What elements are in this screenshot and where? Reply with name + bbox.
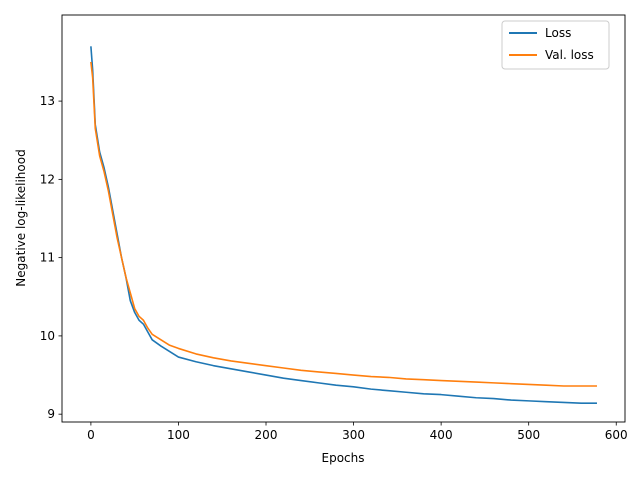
- x-tick-label: 100: [167, 428, 190, 442]
- x-tick-label: 600: [605, 428, 628, 442]
- legend: Loss Val. loss: [501, 20, 610, 70]
- legend-label-val-loss: Val. loss: [545, 48, 594, 62]
- x-tick-label: 500: [517, 428, 540, 442]
- x-tick-label: 0: [87, 428, 95, 442]
- plot-frame: [61, 14, 626, 423]
- series-line-val-loss: [90, 61, 597, 387]
- x-axis-label: Epochs: [322, 451, 365, 465]
- y-tick-label: 10: [40, 329, 55, 343]
- y-axis-ticks: 9 10 11 12 13: [40, 94, 62, 421]
- x-tick-label: 200: [255, 428, 278, 442]
- plot-area: [62, 15, 625, 422]
- y-tick-label: 12: [40, 172, 55, 186]
- x-tick-label: 300: [342, 428, 365, 442]
- x-tick-label: 400: [430, 428, 453, 442]
- x-axis-ticks: 0 100 200 300 400 500 600: [87, 422, 628, 442]
- legend-label-loss: Loss: [545, 26, 571, 40]
- series-layer: [90, 46, 597, 405]
- y-tick-label: 13: [40, 94, 55, 108]
- y-axis-label: Negative log-likelihood: [14, 149, 28, 286]
- y-tick-label: 11: [40, 251, 55, 265]
- y-tick-label: 9: [47, 407, 55, 421]
